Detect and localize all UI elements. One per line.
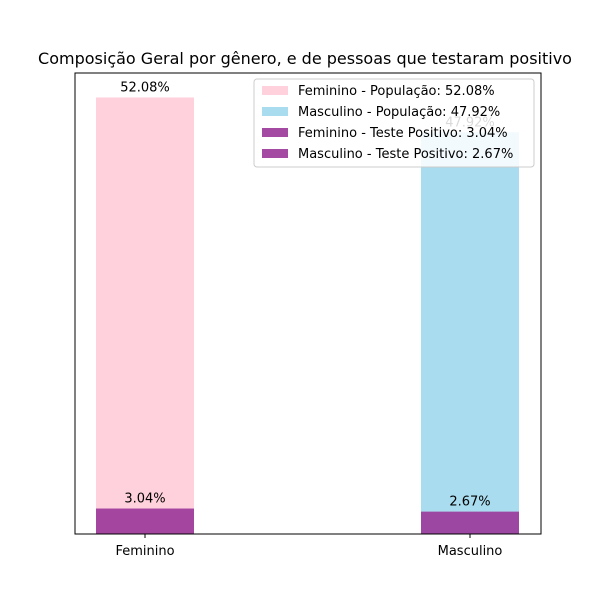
legend-swatch <box>262 107 288 116</box>
legend-entry-label: Feminino - Teste Positivo: 3.04% <box>298 126 508 141</box>
legend-box <box>253 78 535 168</box>
legend-entry-label: Masculino - Teste Positivo: 2.67% <box>298 147 513 162</box>
data-label-feminino-population: 52.08% <box>120 80 170 95</box>
legend-entry-label: Feminino - População: 52.08% <box>298 84 495 99</box>
x-tick-label-masculino: Masculino <box>438 544 503 559</box>
legend-swatch <box>262 128 288 137</box>
plot-frame <box>74 72 542 535</box>
legend-swatch <box>262 149 288 158</box>
legend: Feminino - População: 52.08% Masculino - … <box>253 78 535 168</box>
bar-feminino-population <box>96 97 194 534</box>
bar-masculino-population <box>421 132 519 535</box>
legend-entry-label: Masculino - População: 47.92% <box>298 105 500 120</box>
data-label-feminino-positive: 3.04% <box>124 492 165 507</box>
bar-feminino-positive <box>96 508 194 534</box>
bars-layer <box>96 97 519 535</box>
chart-title: Composição Geral por gênero, e de pessoa… <box>38 49 572 68</box>
x-axis: Feminino Masculino <box>115 534 502 559</box>
bar-masculino-positive <box>421 511 519 534</box>
legend-swatch <box>262 86 288 95</box>
x-tick-label-feminino: Feminino <box>115 544 174 559</box>
data-label-masculino-positive: 2.67% <box>449 495 490 510</box>
